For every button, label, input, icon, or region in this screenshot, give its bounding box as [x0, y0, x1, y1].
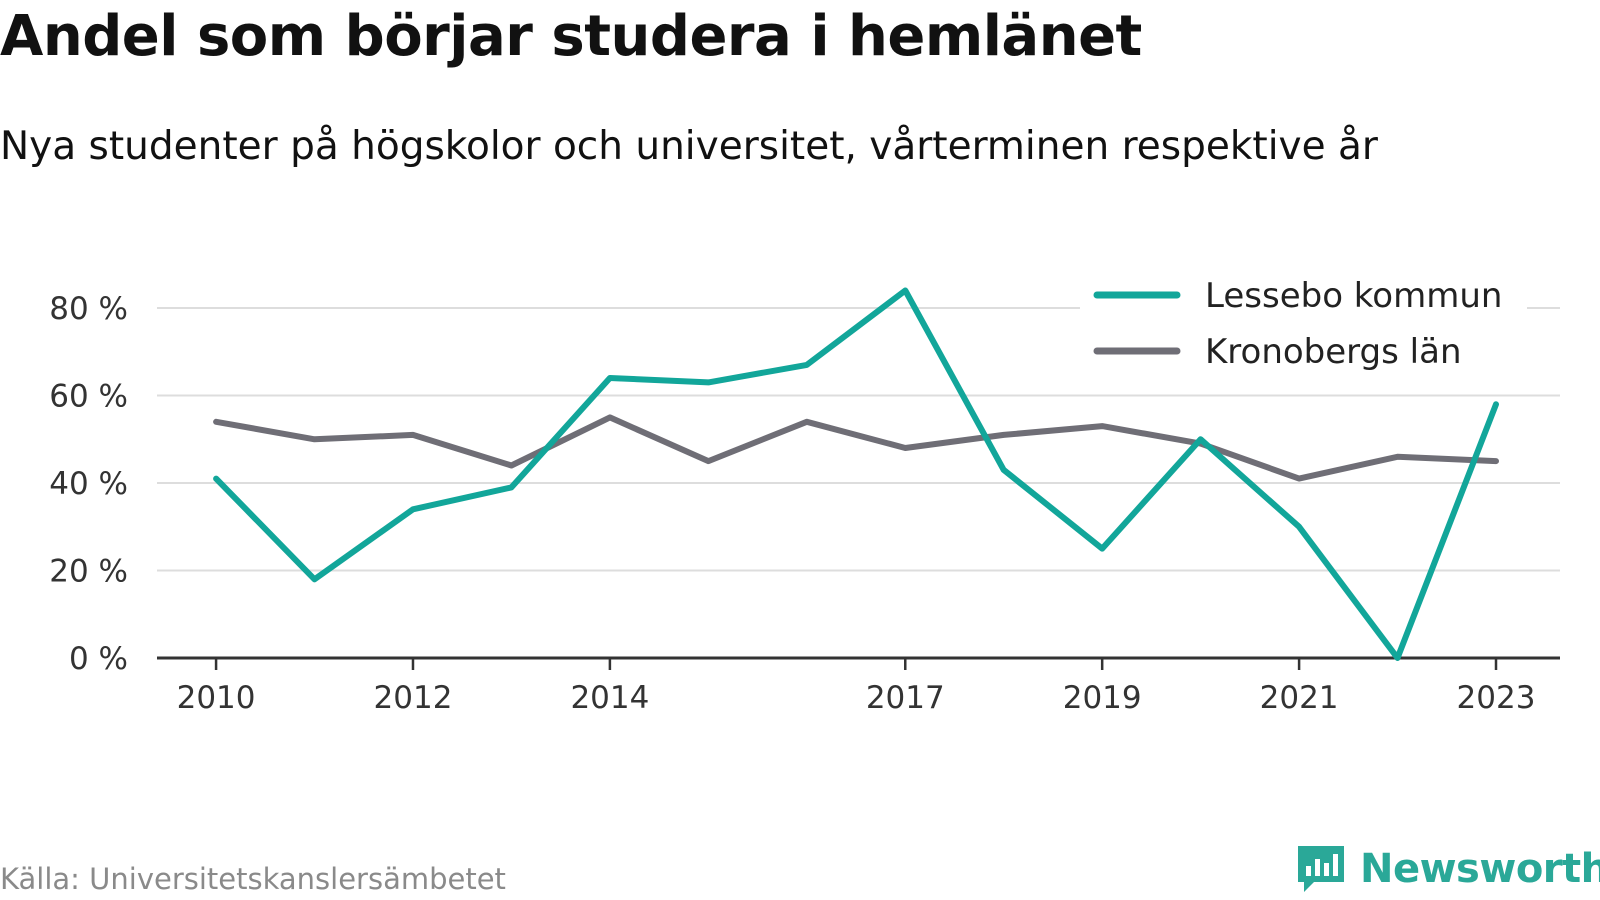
- data-point: [904, 290, 906, 291]
- y-tick-label: 80 %: [49, 291, 128, 327]
- data-point: [1101, 425, 1103, 427]
- x-axis-ticks: 2010 2012 2014 2017 2019 2021 2023: [177, 658, 1536, 716]
- data-point: [1495, 403, 1497, 405]
- newsworthy-bar-chart-icon: [1298, 846, 1344, 892]
- data-point: [707, 460, 709, 462]
- x-tick-label: 2021: [1260, 680, 1339, 716]
- brand-name: Newsworthy: [1360, 846, 1600, 892]
- legend-label-background: [1197, 269, 1527, 319]
- legend-label: Kronobergs län: [1205, 332, 1462, 372]
- data-point: [1101, 548, 1103, 550]
- x-tick-label: 2017: [866, 680, 945, 716]
- y-tick-label: 40 %: [49, 466, 128, 502]
- data-point: [806, 421, 808, 423]
- data-point: [412, 508, 414, 510]
- data-point: [1003, 469, 1005, 471]
- data-point: [904, 447, 906, 449]
- data-point: [510, 465, 512, 466]
- y-axis-ticks: 0 % 20 % 40 % 60 % 80 %: [49, 291, 128, 677]
- data-point: [1298, 478, 1300, 480]
- x-tick-label: 2014: [570, 680, 649, 716]
- data-point: [314, 578, 316, 580]
- chart-title: Andel som börjar studera i hemlänet: [0, 4, 1142, 69]
- x-tick-label: 2023: [1457, 680, 1536, 716]
- y-tick-label: 60 %: [49, 379, 128, 415]
- data-point: [1200, 438, 1202, 440]
- data-point: [1397, 657, 1399, 659]
- data-point: [1298, 526, 1300, 528]
- series-lines: [213, 287, 1499, 661]
- data-point: [609, 377, 611, 379]
- y-tick-label: 0 %: [69, 641, 128, 677]
- data-point: [412, 434, 414, 436]
- x-tick-label: 2019: [1063, 680, 1142, 716]
- data-point: [806, 364, 808, 366]
- newsworthy-logo: Newsworthy: [1294, 842, 1600, 896]
- data-point: [1397, 456, 1399, 458]
- series-line-0: [213, 287, 1499, 661]
- y-tick-label: 20 %: [49, 554, 128, 590]
- x-tick-label: 2010: [177, 680, 256, 716]
- x-tick-label: 2012: [374, 680, 453, 716]
- data-point: [215, 421, 217, 423]
- legend: Lessebo kommun Kronobergs län: [1080, 269, 1527, 388]
- legend-label-background: [1197, 325, 1527, 375]
- series-line-1: [213, 414, 1499, 482]
- data-point: [314, 438, 316, 440]
- data-point: [1495, 460, 1497, 462]
- chart-subtitle: Nya studenter på högskolor och universit…: [0, 124, 1378, 169]
- data-point: [510, 486, 512, 488]
- source-note: Källa: Universitetskanslersämbetet: [0, 862, 506, 896]
- data-point: [707, 381, 709, 383]
- line-chart: 0 % 20 % 40 % 60 % 80 % 2010 2012 2014 2017 2019…: [49, 269, 1560, 716]
- data-point: [1003, 434, 1005, 436]
- data-point: [609, 416, 611, 418]
- legend-label: Lessebo kommun: [1205, 276, 1502, 316]
- data-point: [215, 478, 217, 480]
